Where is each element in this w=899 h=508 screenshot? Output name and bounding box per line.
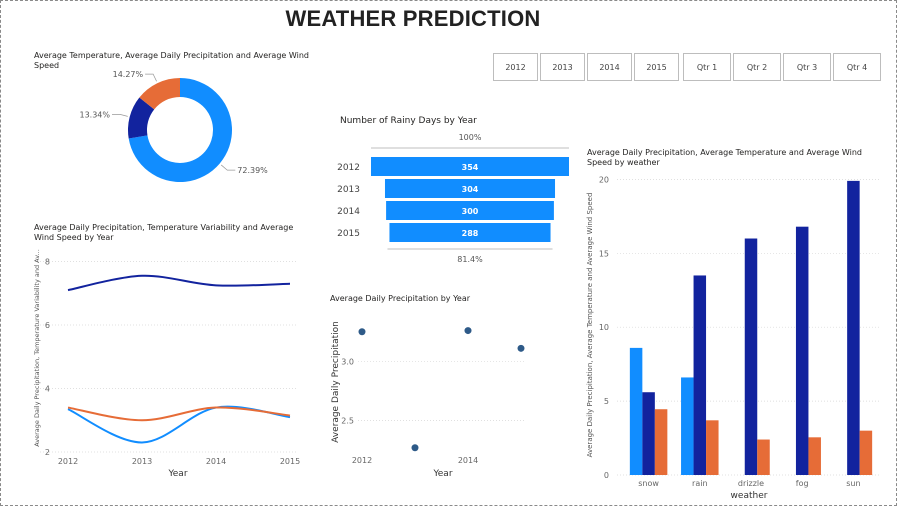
quarter-button-4[interactable]: Qtr 4 xyxy=(833,53,881,81)
funnel-category-label: 2013 xyxy=(337,185,360,195)
quarter-button-2[interactable]: Qtr 2 xyxy=(733,53,781,81)
scatter-point xyxy=(517,344,525,352)
bar-y-tick: 5 xyxy=(604,397,609,406)
year-button-2012[interactable]: 2012 xyxy=(493,53,538,81)
scatter-x-tick: 2014 xyxy=(458,456,478,465)
quarter-slicer: Qtr 1 Qtr 2 Qtr 3 Qtr 4 xyxy=(683,53,881,81)
funnel-bar xyxy=(386,201,554,220)
bar-rect xyxy=(706,420,719,475)
line-x-tick: 2013 xyxy=(132,457,152,466)
bar-y-tick: 0 xyxy=(604,471,609,480)
bar-y-tick: 10 xyxy=(599,323,609,332)
bar-rect xyxy=(629,347,643,475)
scatter-y-tick: 3.0 xyxy=(341,357,354,366)
line-x-axis-label: Year xyxy=(167,469,187,479)
bar-x-axis-label: weather xyxy=(731,491,768,501)
funnel-value-label: 354 xyxy=(462,163,479,172)
funnel-value-label: 300 xyxy=(462,207,479,216)
scatter-point xyxy=(411,444,419,452)
donut-chart-title: Average Temperature, Average Daily Preci… xyxy=(34,51,309,70)
bar-rect xyxy=(847,180,860,475)
bar-rect xyxy=(795,226,809,475)
funnel-value-label: 288 xyxy=(462,229,479,238)
line-y-tick: 4 xyxy=(45,385,50,394)
funnel-category-label: 2012 xyxy=(337,163,360,173)
bar-rect xyxy=(859,430,873,475)
donut-slice-label: 14.27% xyxy=(113,70,144,79)
donut-leader-line xyxy=(112,114,128,117)
bar-category-label: snow xyxy=(638,479,659,488)
funnel-category-label: 2014 xyxy=(337,207,360,217)
year-slicer: 2012 2013 2014 2015 xyxy=(493,53,679,81)
bar-category-label: sun xyxy=(846,479,860,488)
donut-chart: 72.39% 13.34% 14.27% xyxy=(79,70,268,182)
bar-chart: 0 5 10 15 20 snow rain drizzle fog sun weather Aver… xyxy=(586,175,881,501)
bar-chart-title: Average Daily Precipitation, Average Tem… xyxy=(587,148,862,167)
bar-y-tick: 15 xyxy=(599,249,609,258)
line-series-path xyxy=(67,274,291,292)
line-chart-title: Average Daily Precipitation, Temperature… xyxy=(34,223,294,242)
scatter-chart: 2.5 3.0 2012 2014 Year Average Daily Precipit… xyxy=(331,321,525,479)
quarter-button-1[interactable]: Qtr 1 xyxy=(683,53,731,81)
bar-rect xyxy=(681,377,694,475)
year-button-2013[interactable]: 2013 xyxy=(540,53,585,81)
donut-slice-label: 13.34% xyxy=(79,110,110,119)
scatter-y-tick: 2.5 xyxy=(341,417,354,426)
bar-y-tick: 20 xyxy=(599,175,609,184)
bar-rect xyxy=(654,409,668,475)
line-chart: 2 4 6 8 2012 2013 2014 2015 Year Average Daily Pr… xyxy=(33,249,300,479)
line-series-path xyxy=(67,406,291,422)
bar-category-label: drizzle xyxy=(738,479,764,488)
donut-leader-line xyxy=(220,164,236,171)
scatter-point xyxy=(464,327,472,335)
year-button-2015[interactable]: 2015 xyxy=(634,53,679,81)
bar-rect xyxy=(808,437,821,475)
line-y-axis-label: Average Daily Precipitation, Temperature… xyxy=(33,249,41,447)
scatter-point xyxy=(358,328,366,336)
quarter-button-3[interactable]: Qtr 3 xyxy=(783,53,831,81)
bar-rect xyxy=(757,439,770,475)
scatter-chart-title: Average Daily Precipitation by Year xyxy=(330,294,471,303)
funnel-bar xyxy=(384,179,556,198)
funnel-value-label: 304 xyxy=(462,185,479,194)
dashboard-title: WEATHER PREDICTION xyxy=(285,6,541,31)
funnel-chart: 100% 354 2012 304 2013 300 2014 288 2015 81.4% xyxy=(337,133,569,264)
donut-leader-line xyxy=(145,73,157,82)
line-x-tick: 2014 xyxy=(206,457,226,466)
donut-slice xyxy=(128,97,155,139)
funnel-bar xyxy=(389,223,551,242)
line-x-tick: 2015 xyxy=(280,457,300,466)
year-button-2014[interactable]: 2014 xyxy=(587,53,632,81)
funnel-bar xyxy=(371,157,569,176)
funnel-bottom-label: 81.4% xyxy=(457,255,483,264)
line-x-tick: 2012 xyxy=(58,457,78,466)
scatter-x-tick: 2012 xyxy=(352,456,372,465)
scatter-y-axis-label: Average Daily Precipitation xyxy=(331,321,341,443)
bar-rect xyxy=(642,392,655,475)
bar-category-label: rain xyxy=(692,479,707,488)
donut-slice-label: 72.39% xyxy=(237,166,268,175)
bar-rect xyxy=(744,238,758,475)
line-y-tick: 6 xyxy=(45,321,50,330)
scatter-x-axis-label: Year xyxy=(432,469,452,479)
donut-slice xyxy=(128,78,233,182)
line-series-path xyxy=(67,405,291,444)
funnel-chart-title: Number of Rainy Days by Year xyxy=(340,116,477,126)
funnel-category-label: 2015 xyxy=(337,229,360,239)
line-y-tick: 2 xyxy=(45,448,50,457)
funnel-top-label: 100% xyxy=(459,133,482,142)
donut-slice xyxy=(139,78,180,110)
bar-y-axis-label: Average Daily Precipitation, Average Tem… xyxy=(586,193,594,458)
bar-rect xyxy=(693,275,707,475)
bar-category-label: fog xyxy=(796,479,809,488)
line-y-tick: 8 xyxy=(45,258,50,267)
